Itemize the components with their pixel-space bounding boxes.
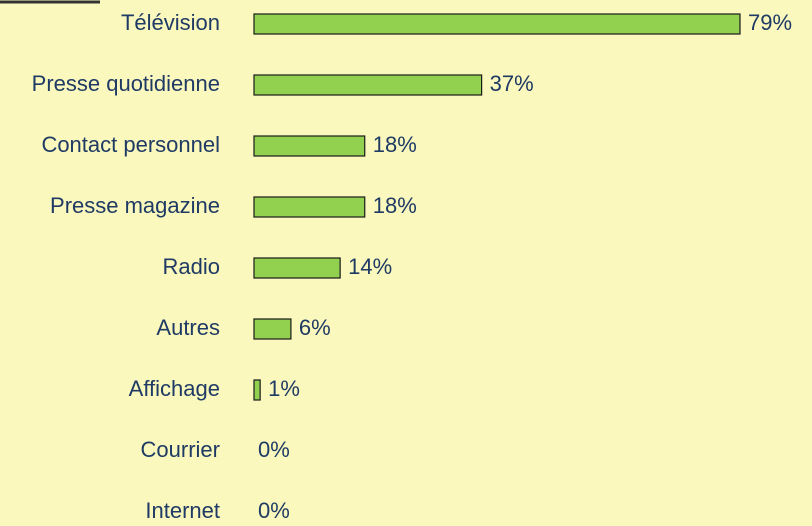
value-label: 1%: [268, 376, 300, 401]
bar: [253, 196, 366, 218]
category-label: Internet: [145, 498, 220, 523]
category-label: Presse quotidienne: [32, 71, 220, 96]
bar: [253, 135, 366, 157]
category-label: Télévision: [121, 10, 220, 35]
bar: [253, 74, 483, 96]
category-label: Presse magazine: [50, 193, 220, 218]
value-label: 18%: [373, 132, 417, 157]
category-label: Contact personnel: [41, 132, 220, 157]
category-label: Radio: [163, 254, 220, 279]
value-label: 37%: [490, 71, 534, 96]
value-label: 6%: [299, 315, 331, 340]
category-label: Affichage: [129, 376, 220, 401]
bar: [253, 13, 741, 35]
bar: [253, 379, 261, 401]
value-label: 18%: [373, 193, 417, 218]
value-label: 14%: [348, 254, 392, 279]
bar: [253, 257, 341, 279]
bar: [253, 318, 292, 340]
category-label: Autres: [156, 315, 220, 340]
value-label: 79%: [748, 10, 792, 35]
value-label: 0%: [258, 498, 290, 523]
value-label: 0%: [258, 437, 290, 462]
category-label: Courrier: [141, 437, 220, 462]
